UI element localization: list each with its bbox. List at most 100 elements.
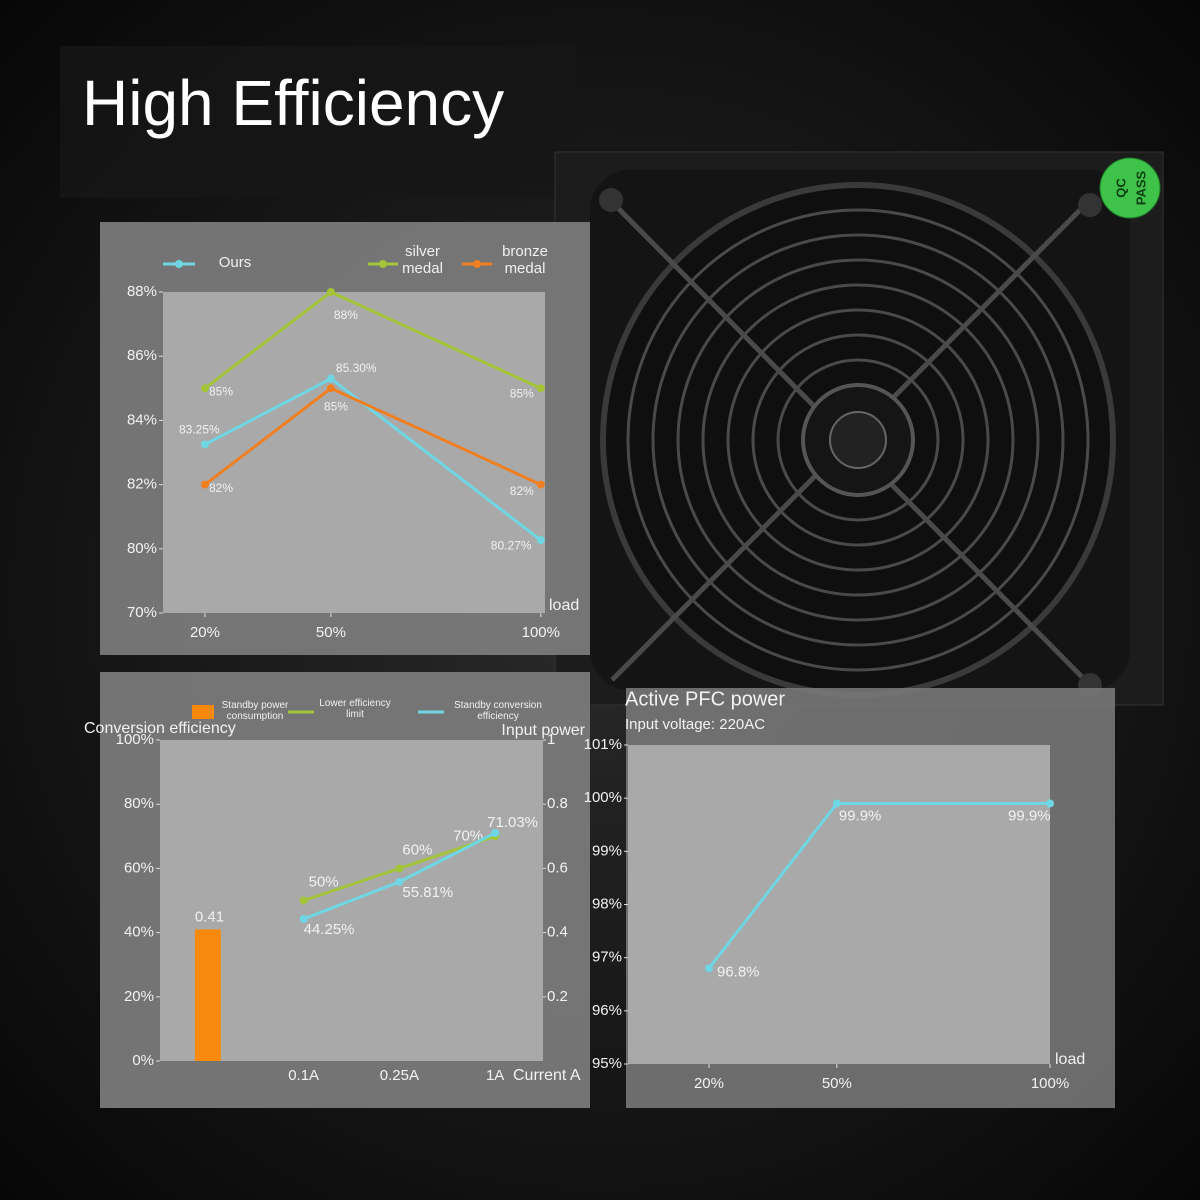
x-tick-label: 20% [190, 624, 220, 641]
legend-label: bronze medal [502, 244, 548, 277]
y-tick-label: 70% [127, 604, 157, 621]
legend [163, 260, 492, 719]
data-label: 0.41 [195, 908, 224, 925]
data-label: 44.25% [304, 921, 355, 938]
title-backdrop [60, 46, 575, 198]
point [491, 828, 500, 837]
point [536, 480, 545, 489]
data-label: 60% [402, 841, 432, 858]
qc-sticker [1099, 157, 1161, 219]
data-label: 50% [309, 873, 339, 890]
legend-swatch [192, 705, 214, 719]
data-label: 82% [510, 484, 534, 498]
point [200, 480, 209, 489]
fan-hub-center [829, 411, 887, 469]
y2--label: Input power [501, 722, 585, 739]
point [200, 384, 209, 393]
x-label: Current A [513, 1067, 581, 1084]
data-label: 85% [209, 384, 233, 398]
data-label: 99.9% [1008, 807, 1051, 824]
point [832, 799, 841, 808]
legend-label: Lower efficiency limit [319, 698, 391, 720]
data-label: 71.03% [487, 814, 538, 831]
legend-label: Ours [218, 255, 252, 271]
point [1046, 799, 1054, 808]
point [704, 964, 713, 973]
point [299, 914, 308, 923]
data-label: 85% [324, 399, 348, 413]
data-label: 83.25% [179, 423, 220, 437]
y-tick-label: 80% [124, 795, 154, 812]
power-supply: QC PASS [554, 151, 1164, 706]
legend-item: Ours [218, 255, 252, 271]
y-tick-label: 95% [592, 1055, 622, 1072]
point [395, 877, 404, 886]
legend-label: Standby conversion efficiency [454, 700, 542, 722]
x-tick-label: 0.1A [288, 1067, 319, 1084]
y-tick-label: 84% [127, 411, 157, 428]
legend-item: Lower efficiency limit [319, 698, 391, 720]
plot-area [628, 745, 1050, 1064]
x-label: load [1055, 1051, 1085, 1068]
x-tick-label: 20% [694, 1075, 724, 1092]
point [326, 288, 335, 296]
title: Active PFC power [625, 688, 785, 710]
point [200, 440, 209, 449]
data-label: 80.27% [491, 538, 532, 552]
y-tick-label: 20% [124, 988, 154, 1005]
page-title: High Efficiency [82, 67, 504, 139]
legend-item: Standby power consumption [221, 700, 289, 722]
x-tick-label: 1A [486, 1067, 504, 1084]
y-tick-label: 40% [124, 924, 154, 941]
y-tick-label: 100% [584, 789, 622, 806]
point [395, 864, 404, 873]
y2-tick-label: 0.4 [547, 924, 568, 941]
sticker-text: QC [1113, 178, 1128, 198]
y-tick-label: 96% [592, 1002, 622, 1019]
data-label: 70% [453, 827, 483, 844]
y-tick-label: 97% [592, 949, 622, 966]
data-label: 85% [510, 386, 534, 400]
data-label: 85.30% [336, 361, 377, 375]
y-tick-label: 100% [116, 731, 154, 748]
subtitle: Input voltage: 220AC [625, 716, 765, 733]
point [326, 384, 335, 393]
y2-tick-label: 0.8 [547, 795, 568, 812]
legend-label: silver medal [402, 244, 443, 277]
y2-tick-label: 1 [547, 731, 555, 748]
y-tick-label: 99% [592, 842, 622, 859]
y-tick-label: 60% [124, 859, 154, 876]
data-label: 82% [209, 481, 233, 495]
screw [1078, 193, 1102, 217]
legend-marker [379, 260, 387, 268]
legend-label: Standby power consumption [221, 700, 289, 722]
y-tick-label: 0% [132, 1052, 154, 1069]
screw [599, 188, 623, 212]
data-label: 55.81% [402, 884, 453, 901]
sticker-text: PASS [1133, 170, 1148, 205]
point [326, 374, 335, 383]
y-tick-label: 88% [127, 283, 157, 300]
x-tick-label: 50% [822, 1075, 852, 1092]
x-tick-label: 100% [522, 624, 560, 641]
y-label: Conversion efficiency [84, 720, 236, 737]
x-tick-label: 50% [316, 624, 346, 641]
point [536, 536, 545, 545]
data-label: 88% [334, 308, 358, 322]
legend-marker [175, 260, 183, 268]
point [536, 384, 545, 393]
y-tick-label: 98% [592, 895, 622, 912]
y-tick-label: 80% [127, 540, 157, 557]
x-tick-label: 100% [1031, 1075, 1069, 1092]
y-tick-label: 101% [584, 736, 622, 753]
y-tick-label: 86% [127, 347, 157, 364]
y2-tick-label: 0.6 [547, 859, 568, 876]
legend-marker [473, 260, 481, 268]
legend-item: silver medal [402, 244, 443, 277]
legend-item: bronze medal [502, 244, 548, 277]
x-label: load [549, 597, 579, 614]
y-tick-label: 82% [127, 476, 157, 493]
plot-area [163, 292, 545, 613]
legend-item: Standby conversion efficiency [454, 700, 542, 722]
